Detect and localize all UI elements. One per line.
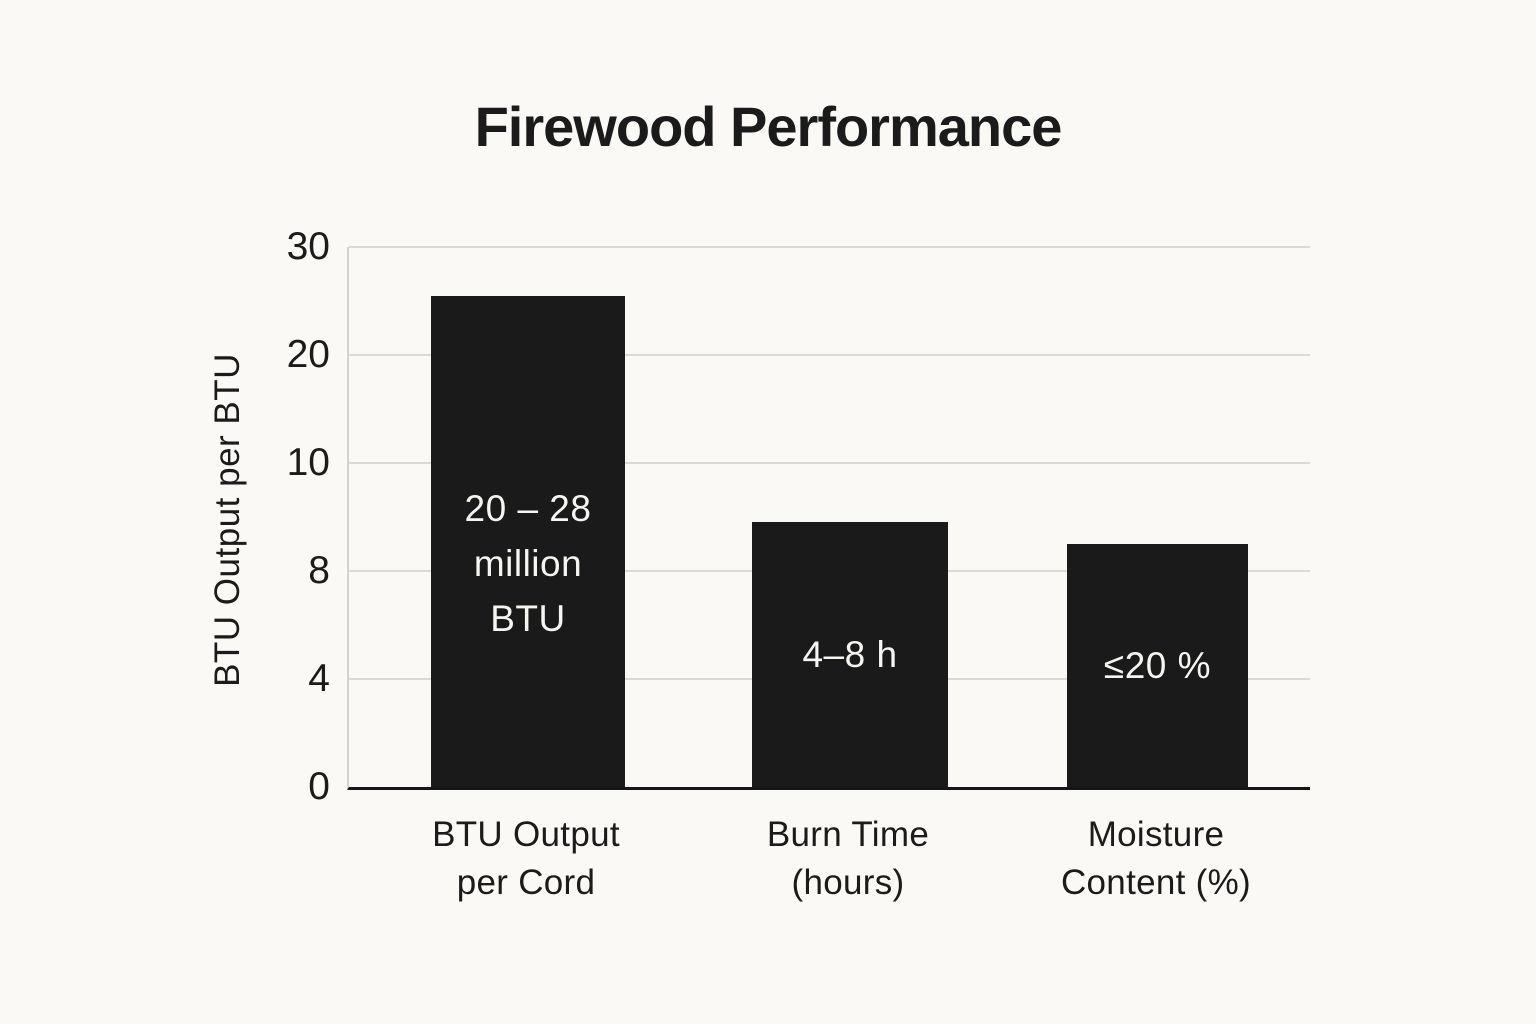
y-tick-label-20: 20	[286, 333, 330, 376]
gridline-10	[349, 462, 1310, 464]
y-tick-label-0: 0	[308, 765, 330, 808]
bar-value-label: ≤20 %	[1103, 645, 1212, 686]
x-tick-label-burn-time: Burn Time (hours)	[766, 815, 930, 902]
y-tick-label-10: 10	[286, 441, 330, 484]
y-tick-label-8: 8	[308, 549, 330, 592]
chart-title: Firewood Performance	[474, 95, 1063, 158]
x-tick-label-moisture-content: Moisture Content (%)	[1060, 815, 1252, 902]
bar-value-label: 4–8 h	[802, 634, 898, 675]
bar-btu-output-per-cord: 20 – 28 million BTU	[431, 296, 625, 787]
y-axis-label: BTU Output per BTU	[208, 353, 247, 687]
bar-moisture-content: ≤20 %	[1067, 544, 1248, 787]
plot-area: 20 – 28 million BTU 4–8 h ≤20 %	[347, 246, 1310, 790]
x-tick-label-btu-output-per-cord: BTU Output per Cord	[432, 815, 620, 902]
gridline-20	[349, 354, 1310, 356]
y-tick-label-30: 30	[286, 225, 330, 268]
bar-burn-time: 4–8 h	[752, 522, 948, 787]
gridline-30	[349, 246, 1310, 248]
y-tick-label-4: 4	[308, 657, 330, 700]
bar-value-label: 20 – 28 million BTU	[464, 488, 592, 639]
